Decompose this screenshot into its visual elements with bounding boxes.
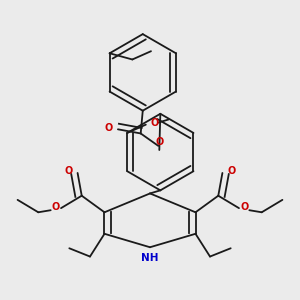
Text: O: O (155, 137, 164, 147)
Text: O: O (52, 202, 60, 212)
Text: O: O (151, 118, 159, 128)
Text: O: O (228, 166, 236, 176)
Text: O: O (64, 166, 72, 176)
Text: NH: NH (141, 253, 159, 262)
Text: O: O (104, 123, 113, 133)
Text: O: O (240, 202, 248, 212)
